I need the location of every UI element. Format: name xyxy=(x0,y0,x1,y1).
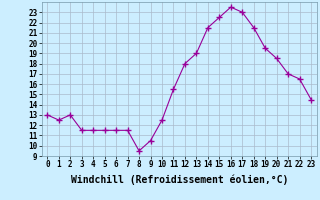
X-axis label: Windchill (Refroidissement éolien,°C): Windchill (Refroidissement éolien,°C) xyxy=(70,175,288,185)
